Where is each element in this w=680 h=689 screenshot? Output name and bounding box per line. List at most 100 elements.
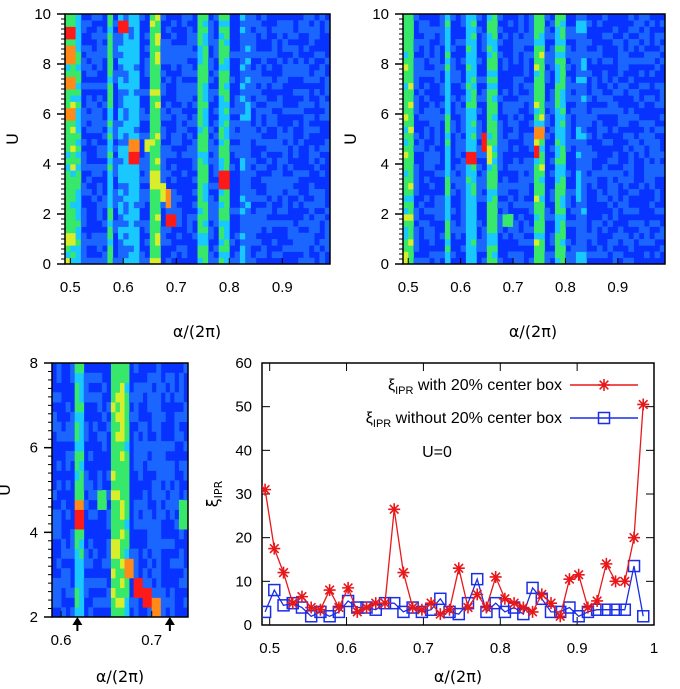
heatmap-cell bbox=[471, 207, 477, 215]
heatmap-cell bbox=[659, 232, 666, 240]
heatmap-cell bbox=[617, 82, 624, 90]
heatmap-cell bbox=[492, 257, 498, 265]
heatmap-cell bbox=[128, 151, 135, 159]
heatmap-cell bbox=[218, 207, 225, 215]
heatmap-cell bbox=[80, 120, 87, 127]
heatmap-cell bbox=[245, 114, 251, 121]
heatmap-cell bbox=[439, 232, 446, 240]
heatmap-cell bbox=[319, 95, 326, 102]
heatmap-cell bbox=[52, 421, 57, 432]
heatmap-cell bbox=[165, 214, 172, 221]
heatmap-cell bbox=[165, 145, 172, 152]
heatmap-cell bbox=[507, 214, 514, 221]
heatmap-cell bbox=[429, 239, 435, 246]
heatmap-cell bbox=[314, 70, 320, 77]
heatmap-cell bbox=[319, 257, 326, 265]
heatmap-cell bbox=[444, 20, 451, 27]
heatmap-cell bbox=[133, 101, 140, 109]
heatmap-cell bbox=[107, 170, 114, 177]
heatmap-cell bbox=[513, 157, 519, 165]
heatmap-cell bbox=[418, 70, 425, 77]
heatmap-cell bbox=[70, 226, 76, 234]
x-axis-label: α/(2π) bbox=[509, 322, 557, 341]
heatmap-cell bbox=[160, 195, 167, 202]
heatmap-cell bbox=[197, 257, 204, 265]
heatmap-cell bbox=[176, 214, 182, 221]
heatmap-cell bbox=[186, 120, 193, 127]
heatmap-cell bbox=[560, 176, 566, 184]
heatmap-cell bbox=[115, 529, 121, 540]
heatmap-cell bbox=[79, 431, 85, 442]
heatmap-cell bbox=[174, 490, 180, 501]
heatmap-cell bbox=[408, 182, 414, 190]
heatmap-cell bbox=[75, 39, 82, 46]
heatmap-cell bbox=[224, 189, 230, 196]
heatmap-cell bbox=[123, 170, 129, 177]
heatmap-cell bbox=[112, 257, 119, 265]
heatmap-cell bbox=[213, 132, 220, 140]
heatmap-cell bbox=[523, 226, 530, 234]
heatmap-cell bbox=[607, 101, 613, 109]
heatmap-cell bbox=[423, 82, 430, 90]
heatmap-cell bbox=[644, 32, 650, 40]
heatmap-cell bbox=[101, 499, 107, 510]
heatmap-cell bbox=[298, 239, 304, 246]
heatmap-cell bbox=[160, 441, 166, 452]
heatmap-cell bbox=[266, 114, 273, 121]
heatmap-cell bbox=[202, 20, 209, 27]
heatmap-cell bbox=[539, 157, 545, 165]
heatmap-cell bbox=[91, 195, 98, 202]
heatmap-cell bbox=[171, 32, 177, 40]
heatmap-cell bbox=[292, 32, 299, 40]
data-point-with-center-box bbox=[369, 597, 382, 610]
heatmap-cell bbox=[171, 220, 177, 227]
heatmap-cell bbox=[224, 132, 230, 140]
heatmap-cell bbox=[86, 45, 92, 52]
heatmap-cell bbox=[502, 207, 509, 215]
heatmap-cell bbox=[523, 70, 530, 77]
heatmap-cell bbox=[570, 95, 577, 102]
heatmap-cell bbox=[118, 214, 124, 221]
heatmap-cell bbox=[160, 587, 166, 598]
heatmap-cell bbox=[155, 245, 161, 252]
heatmap-cell bbox=[460, 14, 467, 21]
heatmap-cell bbox=[596, 126, 603, 134]
heatmap-cell bbox=[124, 392, 130, 403]
heatmap-cell bbox=[155, 20, 161, 27]
heatmap-cell bbox=[518, 114, 524, 121]
heatmap-cell bbox=[224, 114, 230, 121]
heatmap-cell bbox=[534, 57, 540, 65]
heatmap-cell bbox=[523, 201, 530, 209]
heatmap-cell bbox=[160, 89, 167, 96]
heatmap-cell bbox=[623, 145, 629, 152]
heatmap-cell bbox=[497, 157, 503, 165]
heatmap-cell bbox=[492, 126, 498, 134]
heatmap-cell bbox=[218, 45, 225, 52]
heatmap-cell bbox=[181, 70, 188, 77]
heatmap-cell bbox=[581, 95, 587, 102]
heatmap-cell bbox=[70, 372, 76, 383]
heatmap-cell bbox=[97, 480, 103, 491]
heatmap-cell bbox=[192, 157, 198, 165]
heatmap-cell bbox=[413, 232, 420, 240]
heatmap-cell bbox=[403, 51, 409, 59]
heatmap-cell bbox=[80, 239, 87, 246]
heatmap-cell bbox=[65, 480, 71, 491]
heatmap-cell bbox=[513, 107, 519, 115]
heatmap-cell bbox=[115, 607, 121, 618]
heatmap-cell bbox=[239, 126, 246, 134]
heatmap-cell bbox=[83, 480, 89, 491]
heatmap-cell bbox=[581, 64, 587, 71]
heatmap-cell bbox=[534, 170, 540, 177]
heatmap-cell bbox=[202, 157, 209, 165]
heatmap-cell bbox=[186, 220, 193, 227]
heatmap-cell bbox=[120, 480, 125, 491]
heatmap-cell bbox=[70, 164, 76, 171]
heatmap-cell bbox=[118, 157, 124, 165]
heatmap-cell bbox=[174, 421, 180, 432]
heatmap-cell bbox=[96, 82, 103, 90]
heatmap-cell bbox=[596, 45, 603, 52]
heatmap-cell bbox=[107, 257, 114, 265]
heatmap-cell bbox=[303, 220, 310, 227]
heatmap-cell bbox=[644, 164, 650, 171]
